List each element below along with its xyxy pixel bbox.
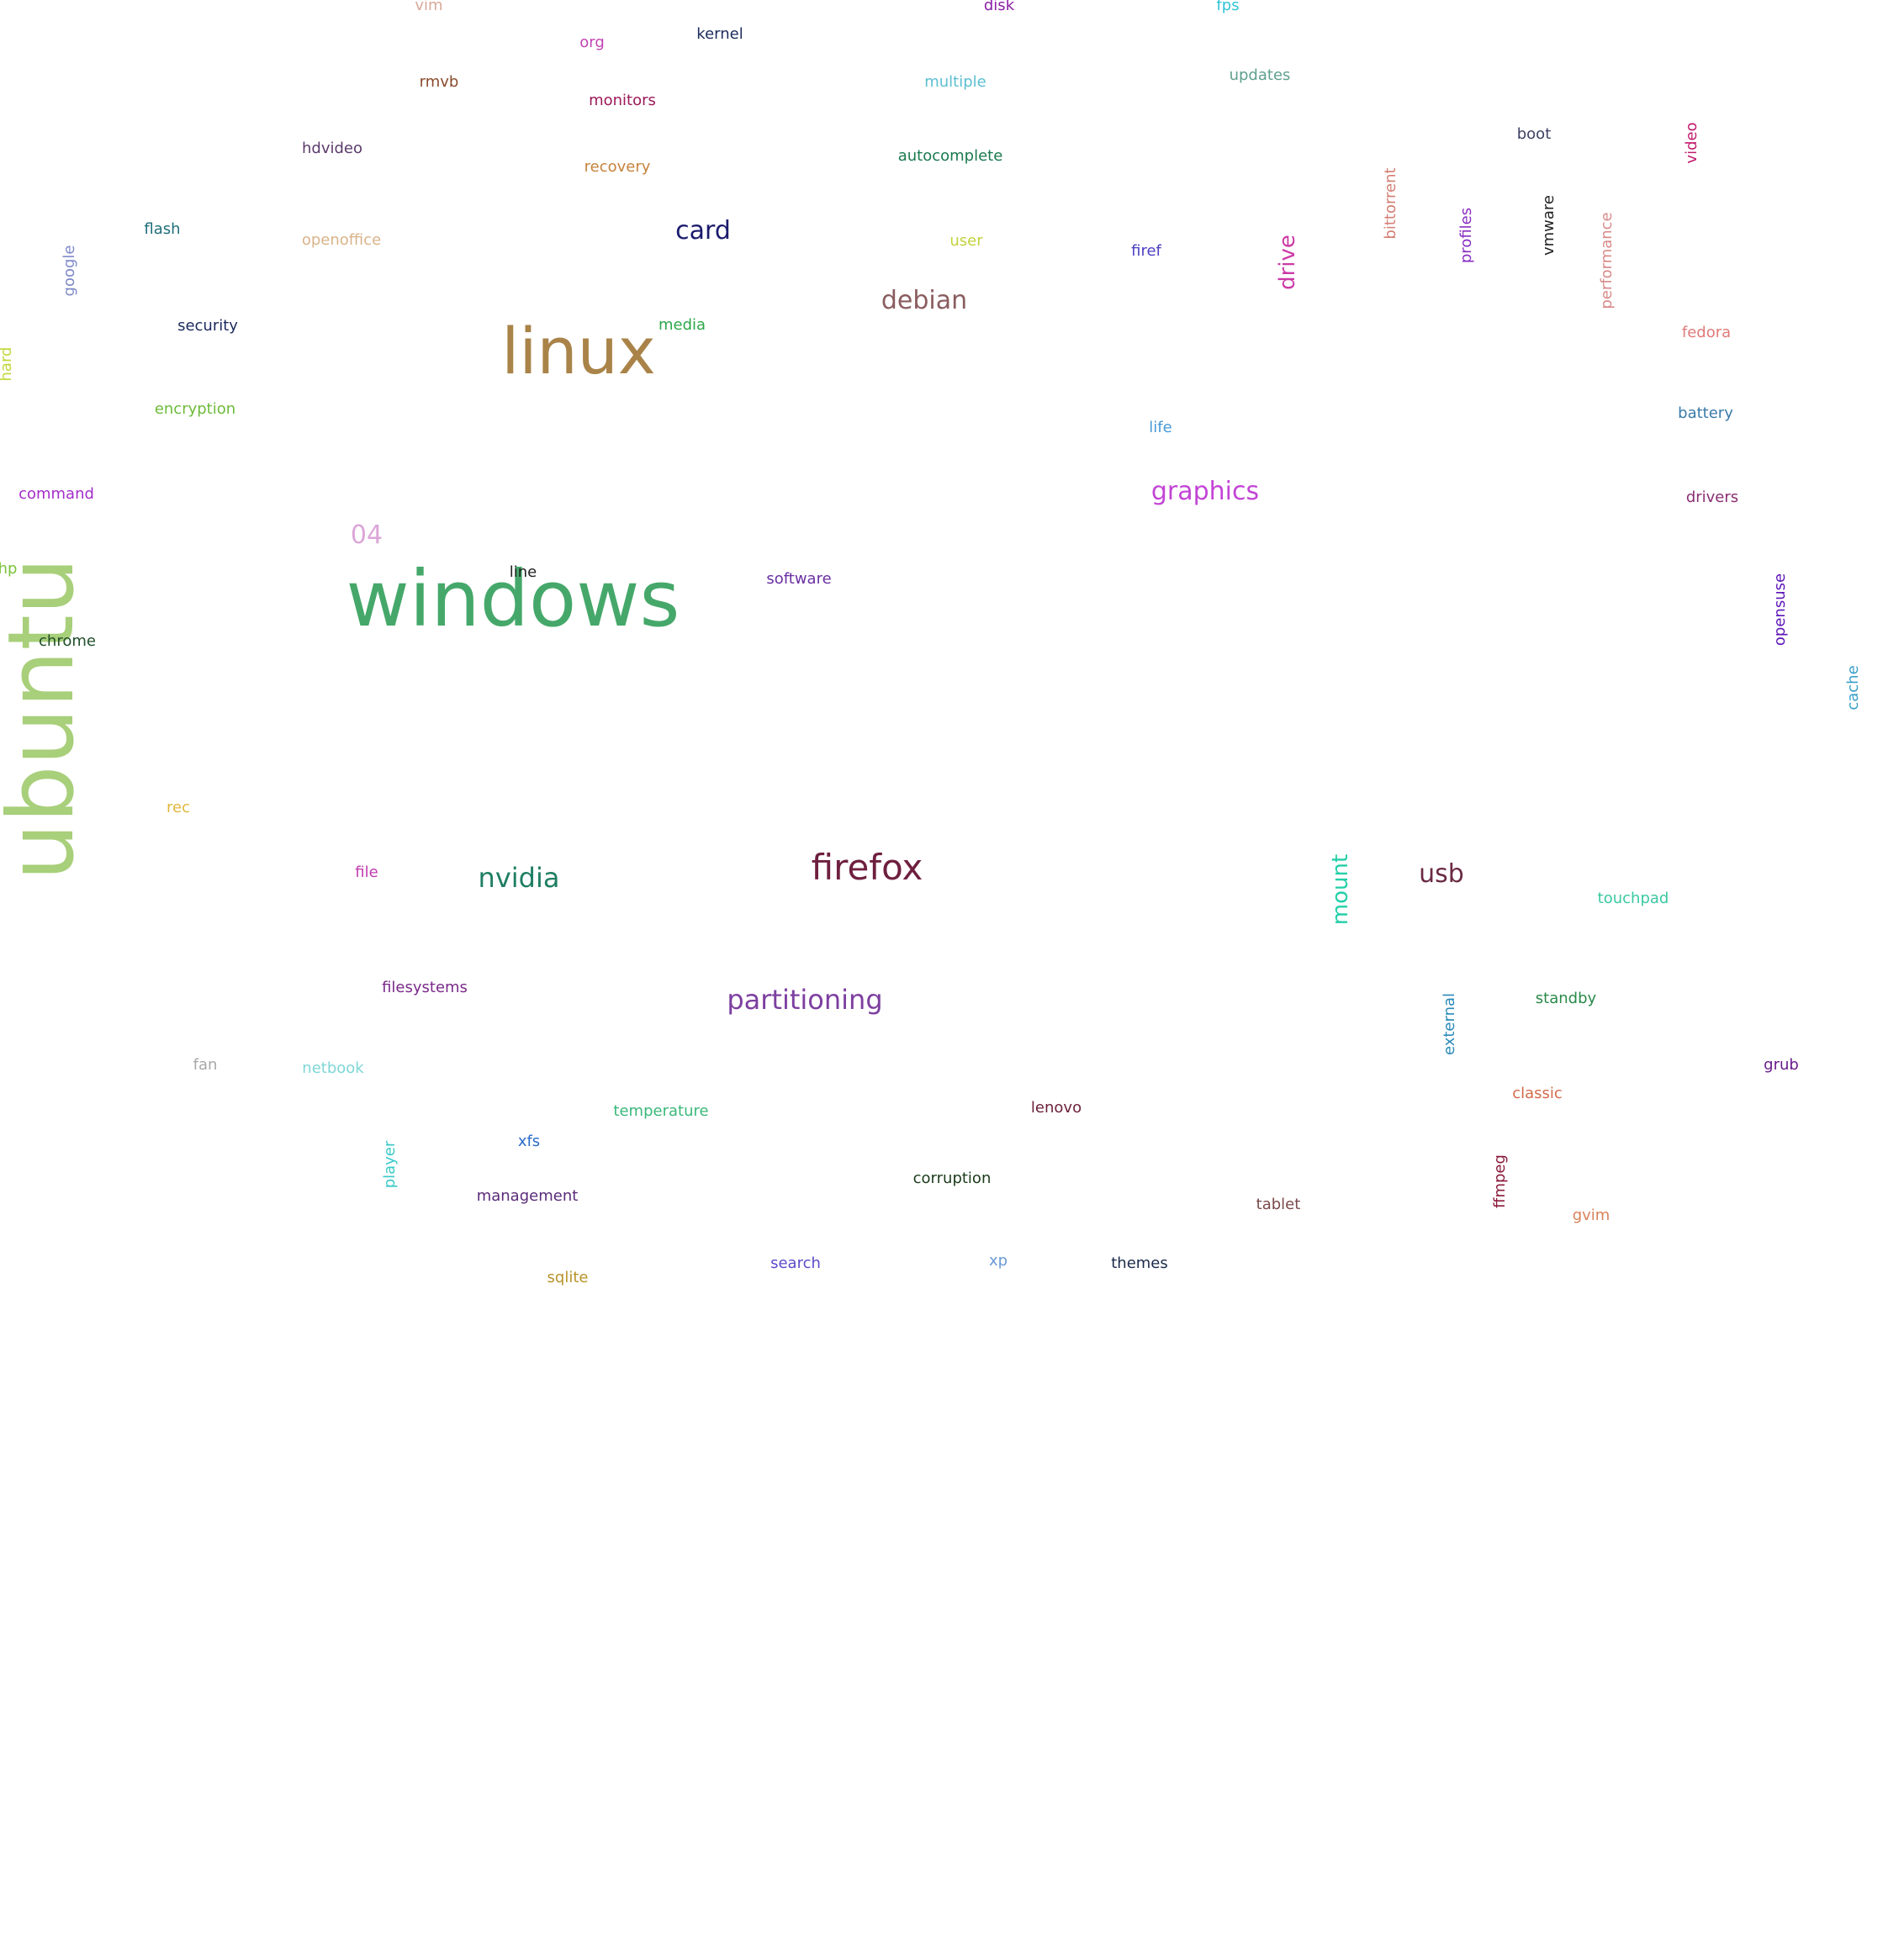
word-fedora: fedora xyxy=(1681,324,1732,341)
word-player: player xyxy=(381,1140,399,1189)
word-cache: cache xyxy=(1844,665,1862,710)
word-battery: battery xyxy=(1678,404,1733,422)
word-filesystems: filesystems xyxy=(382,979,468,996)
word-netbook: netbook xyxy=(302,1059,364,1077)
word-google: google xyxy=(61,245,78,297)
word-flash: flash xyxy=(144,220,181,238)
word-ffmpeg: ffmpeg xyxy=(1491,1154,1509,1208)
word-card: card xyxy=(675,216,731,246)
word-tablet: tablet xyxy=(1256,1196,1301,1213)
word-software: software xyxy=(766,570,832,588)
word-external: external xyxy=(1441,992,1458,1056)
word-rmvb: rmvb xyxy=(419,73,459,91)
word-command: command xyxy=(19,485,94,503)
word-mount: mount xyxy=(1328,853,1353,926)
word-openoffice: openoffice xyxy=(301,231,382,249)
word-firef: firef xyxy=(1131,242,1161,260)
word-file: file xyxy=(355,864,378,881)
word-rec: rec xyxy=(167,799,190,816)
word-video: video xyxy=(1683,122,1700,164)
word-opensuse: opensuse xyxy=(1771,573,1789,647)
word-sqlite: sqlite xyxy=(547,1269,589,1286)
word-debian: debian xyxy=(881,286,968,315)
word-gvim: gvim xyxy=(1572,1207,1610,1224)
word-windows: windows xyxy=(346,554,680,644)
word-drive: drive xyxy=(1275,235,1300,290)
word-search: search xyxy=(770,1254,821,1272)
word-touchpad: touchpad xyxy=(1597,890,1669,907)
word-bittorrent: bittorrent xyxy=(1382,167,1399,240)
word-fan: fan xyxy=(193,1056,218,1074)
word-lenovo: lenovo xyxy=(1030,1099,1082,1117)
word-graphics: graphics xyxy=(1150,477,1260,506)
word-hdvideo: hdvideo xyxy=(302,140,362,157)
word-nvidia: nvidia xyxy=(478,862,560,894)
word-chrome: chrome xyxy=(39,632,96,650)
word-updates: updates xyxy=(1229,66,1291,84)
word-multiple: multiple xyxy=(924,73,986,91)
word-themes: themes xyxy=(1111,1254,1168,1272)
word-recovery: recovery xyxy=(584,158,651,176)
word-org: org xyxy=(579,34,605,51)
word-line: line xyxy=(509,563,537,581)
word-monitors: monitors xyxy=(589,92,656,109)
word-security: security xyxy=(177,317,238,335)
word-performance: performance xyxy=(1598,212,1616,309)
word-hard: hard xyxy=(0,346,15,382)
word-hp: hp xyxy=(0,560,18,578)
word-xp: xp xyxy=(988,1252,1008,1270)
word-vim: vim xyxy=(415,0,443,14)
word-classic: classic xyxy=(1512,1085,1563,1102)
word-management: management xyxy=(476,1187,579,1205)
word-vmware: vmware xyxy=(1540,194,1558,256)
word-partitioning: partitioning xyxy=(727,984,883,1016)
word-fps: fps xyxy=(1216,0,1240,14)
word-firefox: firefox xyxy=(811,847,923,888)
word-temperature: temperature xyxy=(613,1102,709,1120)
word-boot: boot xyxy=(1516,125,1552,143)
word-disk: disk xyxy=(983,0,1015,14)
word-standby: standby xyxy=(1535,990,1597,1007)
word-kernel: kernel xyxy=(696,25,743,43)
word-linux: linux xyxy=(501,314,656,388)
word-corruption: corruption xyxy=(912,1170,992,1187)
word-encryption: encryption xyxy=(154,400,236,418)
word-drivers: drivers xyxy=(1685,489,1739,506)
word-user: user xyxy=(949,232,983,250)
word-xfs: xfs xyxy=(517,1133,541,1150)
word-autocomplete: autocomplete xyxy=(897,147,1003,165)
word-ubuntu: ubuntu xyxy=(0,557,94,881)
word-profiles: profiles xyxy=(1457,207,1475,264)
word-04: 04 xyxy=(350,520,383,550)
word-media: media xyxy=(658,316,706,334)
word-usb: usb xyxy=(1419,859,1464,889)
word-life: life xyxy=(1149,419,1172,436)
word-grub: grub xyxy=(1764,1056,1799,1074)
